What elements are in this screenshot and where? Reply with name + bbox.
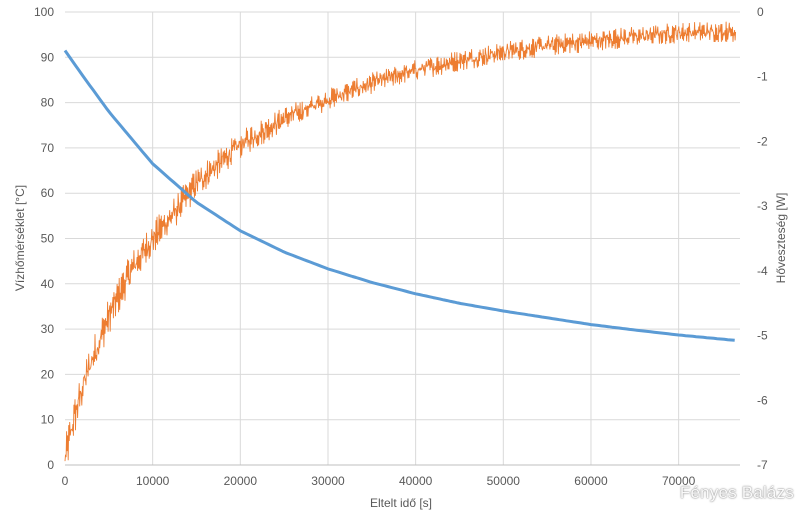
y2-axis-ticks: -7 -6 -5 -4 -3 -2 -1 0 [757, 5, 768, 472]
y2-tick-label: -4 [757, 264, 768, 278]
x-tick-label: 0 [62, 474, 69, 488]
y2-tick-label: -3 [757, 199, 768, 213]
x-tick-label: 10000 [136, 474, 170, 488]
x-tick-label: 30000 [311, 474, 345, 488]
series-line-heat-loss [64, 21, 737, 462]
y-axis-ticks: 0 10 20 30 40 50 60 70 80 90 100 [34, 5, 54, 472]
y-tick-label: 50 [41, 232, 55, 246]
series-line-water-temperature [63, 49, 735, 342]
y2-tick-label: -6 [757, 393, 768, 407]
grid [65, 11, 740, 466]
y-tick-label: 20 [41, 367, 55, 381]
y2-tick-label: 0 [757, 5, 764, 19]
y-tick-label: 30 [41, 322, 55, 336]
y2-tick-label: -2 [757, 134, 768, 148]
x-tick-label: 70000 [662, 474, 696, 488]
y-tick-label: 60 [41, 186, 55, 200]
y-tick-label: 80 [41, 96, 55, 110]
x-tick-label: 40000 [399, 474, 433, 488]
x-tick-label: 60000 [574, 474, 608, 488]
y2-tick-label: -5 [757, 329, 768, 343]
y2-tick-label: -1 [757, 70, 768, 84]
y-tick-label: 40 [41, 277, 55, 291]
y-tick-label: 100 [34, 5, 54, 19]
x-axis-ticks: 0 10000 20000 30000 40000 50000 60000 70000 [62, 474, 696, 488]
x-tick-label: 20000 [224, 474, 258, 488]
y-tick-label: 0 [47, 458, 54, 472]
y2-axis-title: Hőveszteség [W] [774, 193, 788, 284]
y2-tick-label: -7 [757, 458, 768, 472]
x-tick-label: 50000 [487, 474, 521, 488]
y-axis-title: Vízhőmérséklet [°C] [13, 185, 27, 291]
watermark: Fényes Balázs [679, 483, 794, 502]
y-tick-label: 10 [41, 413, 55, 427]
x-axis-title: Eltelt idő [s] [370, 496, 432, 510]
y-tick-label: 70 [41, 141, 55, 155]
series-layer [63, 21, 737, 462]
y-tick-label: 90 [41, 50, 55, 64]
